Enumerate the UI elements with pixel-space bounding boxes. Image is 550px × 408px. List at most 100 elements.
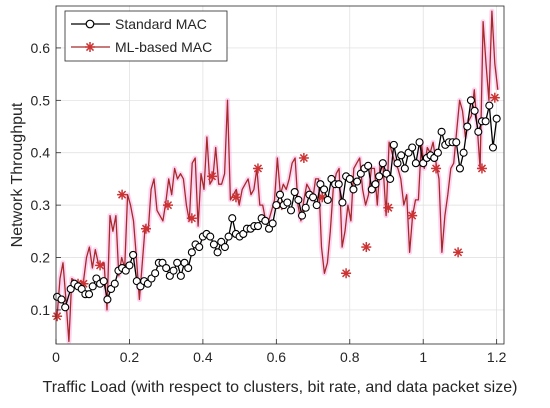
- standard-mac-point: [463, 122, 472, 131]
- legend-standard-marker: [85, 19, 95, 29]
- legend-standard-label: Standard MAC: [115, 16, 207, 32]
- legend: Standard MAC ML-based MAC: [64, 10, 228, 62]
- standard-mac-point: [433, 148, 442, 157]
- ml-mac-marker: [207, 171, 218, 182]
- standard-mac-point: [371, 180, 380, 189]
- standard-mac-point: [275, 190, 285, 199]
- standard-mac-point: [301, 203, 310, 212]
- standard-mac-point: [389, 140, 398, 149]
- standard-mac-point: [481, 117, 490, 126]
- ml-mac-marker: [252, 163, 263, 174]
- standard-mac-point: [452, 138, 461, 147]
- standard-mac-point: [209, 240, 218, 249]
- standard-mac-point: [323, 195, 332, 204]
- asterisk-stroke: [318, 193, 327, 202]
- ml-mac-marker: [407, 210, 418, 221]
- standard-mac-point: [378, 159, 387, 168]
- standard-mac-point: [283, 198, 292, 207]
- standard-mac-point: [162, 263, 171, 273]
- asterisk-stroke: [431, 164, 441, 173]
- asterisk-stroke: [118, 190, 127, 199]
- standard-mac-point: [393, 159, 402, 168]
- standard-mac-point: [129, 250, 138, 259]
- legend-box: [64, 10, 228, 62]
- ml-mac-marker: [140, 223, 151, 234]
- standard-mac-point: [290, 187, 299, 197]
- asterisk-stroke: [141, 224, 151, 233]
- plot-background: [56, 6, 504, 344]
- x-tick-label: 0.2: [120, 349, 140, 365]
- standard-mac-point: [173, 258, 182, 267]
- standard-mac-point: [400, 164, 409, 173]
- standard-mac-point: [195, 243, 204, 252]
- standard-mac-point: [408, 143, 417, 152]
- standard-mac-point: [286, 206, 296, 215]
- ml-mac-marker: [341, 268, 352, 279]
- ml-mac-marker: [163, 200, 173, 211]
- standard-mac-point: [228, 214, 237, 223]
- asterisk-stroke: [299, 153, 308, 163]
- x-tick-label: 0.8: [340, 349, 360, 365]
- standard-mac-point: [411, 159, 420, 168]
- standard-mac-point: [466, 96, 476, 105]
- standard-mac-point: [253, 222, 263, 231]
- standard-mac-point: [320, 185, 329, 194]
- standard-mac-point: [272, 201, 281, 210]
- asterisk-stroke: [187, 214, 196, 223]
- asterisk-stroke: [477, 164, 487, 173]
- standard-mac-point: [459, 148, 468, 157]
- standard-mac-point: [84, 290, 94, 299]
- ml-mac-marker: [383, 202, 394, 213]
- legend-ml-marker: [85, 42, 95, 52]
- standard-mac-point: [88, 282, 97, 291]
- y-tick-label: 0.2: [31, 250, 51, 266]
- standard-mac-point: [206, 232, 215, 241]
- ml-mac-marker: [52, 311, 63, 322]
- standard-mac-point: [437, 127, 446, 136]
- y-tick-label: 0.1: [31, 302, 51, 318]
- standard-mac-point: [61, 303, 70, 312]
- asterisk-stroke: [408, 211, 417, 220]
- asterisk-stroke: [231, 193, 241, 202]
- standard-mac-point: [213, 248, 222, 257]
- standard-mac-point: [125, 261, 134, 270]
- standard-mac-point: [294, 195, 303, 204]
- x-tick-label: 1.2: [487, 349, 507, 365]
- ml-mac-marker: [298, 152, 309, 163]
- standard-mac-point: [386, 174, 395, 183]
- standard-mac-point: [176, 271, 185, 280]
- standard-mac-point: [415, 138, 424, 147]
- x-axis-ticks: 0 0.2 0.4 0.6 0.8 1 1.2: [52, 339, 507, 365]
- standard-mac-point: [308, 193, 318, 202]
- legend-ml-label: ML-based MAC: [115, 39, 212, 55]
- y-tick-label: 0.6: [31, 40, 51, 56]
- standard-mac-point: [312, 201, 321, 210]
- asterisk-stroke: [163, 201, 173, 210]
- legend-asterisk: [85, 42, 95, 52]
- ml-mac-marker: [431, 163, 442, 174]
- asterisk-stroke: [342, 269, 351, 278]
- standard-mac-point: [151, 269, 160, 278]
- standard-mac-point: [474, 127, 483, 136]
- x-tick-label: 1: [419, 349, 427, 365]
- standard-mac-point: [268, 219, 277, 228]
- asterisk-stroke: [207, 172, 217, 181]
- standard-mac-point: [297, 211, 307, 220]
- standard-mac-point: [397, 151, 406, 160]
- ml-mac-marker: [476, 163, 487, 174]
- y-axis-ticks: 0.1 0.2 0.3 0.4 0.5 0.6: [31, 40, 61, 318]
- x-tick-label: 0: [52, 349, 60, 365]
- standard-mac-point: [375, 172, 384, 181]
- ml-mac-marker: [453, 247, 464, 258]
- standard-mac-point: [57, 295, 66, 304]
- standard-mac-point: [184, 263, 193, 273]
- y-tick-label: 0.5: [31, 92, 51, 108]
- standard-mac-point: [349, 185, 358, 194]
- standard-mac-point: [364, 161, 373, 170]
- standard-mac-point: [224, 232, 233, 241]
- asterisk-stroke: [490, 93, 499, 102]
- standard-mac-point: [99, 277, 108, 286]
- y-tick-label: 0.3: [31, 197, 51, 213]
- ml-mac-series: [52, 8, 501, 344]
